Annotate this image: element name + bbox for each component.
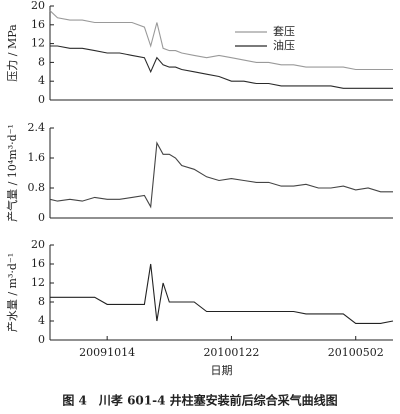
y-tick-label: 12 <box>31 276 45 289</box>
y-tick-label: 12 <box>31 37 45 50</box>
series-line <box>49 10 393 71</box>
x-tick-label: 20091014 <box>79 346 135 359</box>
y-tick-label: 4 <box>38 314 45 327</box>
y-axis-label: 产水量 / m³·d⁻¹ <box>5 253 19 332</box>
caption: 图 4 川孝 601-4 井柱塞安装前后综合采气曲线图 <box>62 393 337 408</box>
y-tick-label: 1.6 <box>28 151 46 164</box>
y-axis-label: 压力 / MPa <box>6 24 19 82</box>
y-tick-label: 20 <box>31 238 45 251</box>
x-tick-label: 20100502 <box>328 346 384 359</box>
y-tick-label: 0.8 <box>28 181 46 194</box>
legend-label: 油压 <box>273 38 295 52</box>
legend-label: 套压 <box>273 25 295 38</box>
y-tick-label: 2.4 <box>28 121 46 134</box>
y-tick-label: 20 <box>31 0 45 12</box>
x-axis-label: 日期 <box>211 364 233 377</box>
y-axis-label: 产气量 / 10⁴m³·d⁻¹ <box>5 124 19 222</box>
series-line <box>50 263 394 324</box>
series-line <box>50 45 393 89</box>
y-tick-label: 0 <box>38 93 45 106</box>
y-tick-label: 0 <box>38 333 45 346</box>
y-tick-label: 8 <box>38 295 45 308</box>
y-tick-label: 8 <box>38 55 45 68</box>
y-tick-label: 0 <box>38 211 45 224</box>
series-line <box>49 141 393 209</box>
y-tick-label: 16 <box>31 18 45 31</box>
x-tick-label: 20100122 <box>203 346 259 359</box>
y-tick-label: 4 <box>38 74 45 87</box>
y-tick-label: 16 <box>31 257 45 270</box>
